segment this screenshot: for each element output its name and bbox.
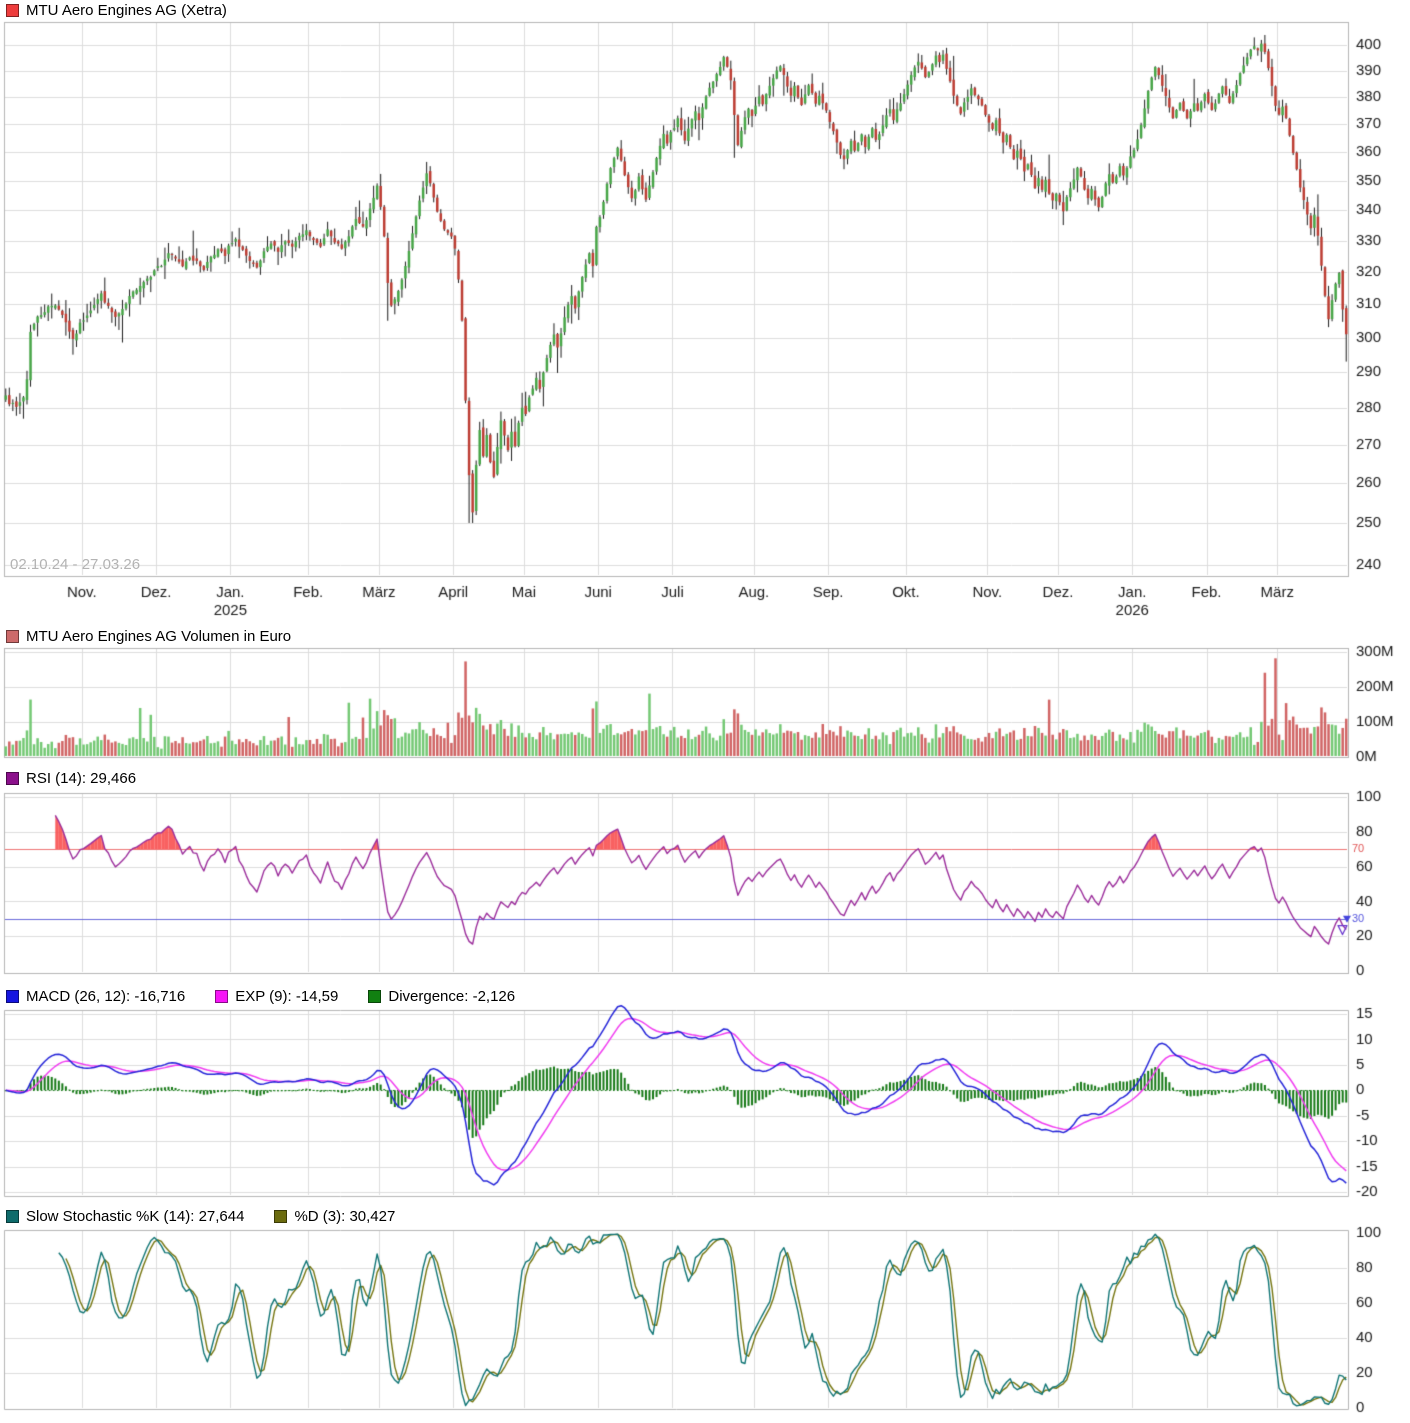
macd-legend-item: MACD (26, 12): -16,716 xyxy=(6,988,185,1005)
price-legend-label: MTU Aero Engines AG (Xetra) xyxy=(26,1,227,19)
rsi-legend-label: RSI (14): 29,466 xyxy=(26,769,137,787)
divergence-legend-item: Divergence: -2,126 xyxy=(368,988,515,1005)
stochastic-legend: Slow Stochastic %K (14): 27,644 %D (3): … xyxy=(6,1208,395,1225)
volume-legend-label: MTU Aero Engines AG Volumen in Euro xyxy=(26,627,292,645)
volume-legend-swatch xyxy=(6,629,19,643)
divergence-label: Divergence: -2,126 xyxy=(388,987,516,1005)
stoch-k-swatch xyxy=(6,1209,19,1223)
rsi-legend: RSI (14): 29,466 xyxy=(6,770,136,787)
stoch-d-legend-item: %D (3): 30,427 xyxy=(274,1208,395,1225)
rsi-legend-swatch xyxy=(6,771,19,785)
volume-legend-item: MTU Aero Engines AG Volumen in Euro xyxy=(6,628,291,645)
price-legend: MTU Aero Engines AG (Xetra) xyxy=(6,2,227,19)
stoch-k-label: Slow Stochastic %K (14): 27,644 xyxy=(26,1207,245,1225)
macd-legend: MACD (26, 12): -16,716 EXP (9): -14,59 D… xyxy=(6,988,515,1005)
price-legend-item: MTU Aero Engines AG (Xetra) xyxy=(6,2,227,19)
divergence-swatch xyxy=(368,989,382,1003)
volume-legend: MTU Aero Engines AG Volumen in Euro xyxy=(6,628,291,645)
macd-swatch xyxy=(6,989,19,1003)
exp-swatch xyxy=(215,989,229,1003)
stoch-k-legend-item: Slow Stochastic %K (14): 27,644 xyxy=(6,1208,244,1225)
exp-legend-item: EXP (9): -14,59 xyxy=(215,988,338,1005)
exp-label: EXP (9): -14,59 xyxy=(235,987,339,1005)
stoch-d-label: %D (3): 30,427 xyxy=(294,1207,396,1225)
stoch-d-swatch xyxy=(274,1209,288,1223)
rsi-legend-item: RSI (14): 29,466 xyxy=(6,770,136,787)
macd-label: MACD (26, 12): -16,716 xyxy=(26,987,186,1005)
date-range-label: 02.10.24 - 27.03.26 xyxy=(10,556,141,573)
price-legend-swatch xyxy=(6,3,19,17)
